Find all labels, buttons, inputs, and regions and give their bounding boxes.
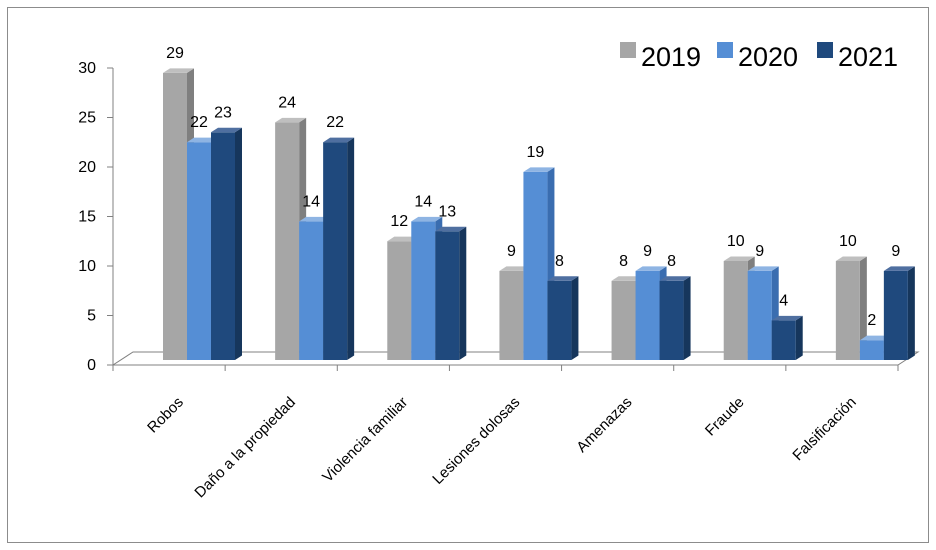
bar-top-2021 [771,315,803,321]
x-tick-label: Falsificación [789,394,859,464]
bar-2020 [859,340,884,360]
bar-2021 [211,132,235,360]
bar-top-2021 [883,266,915,271]
bar-2020 [299,221,324,360]
x-tick-label: Amenazas [573,394,635,456]
bar-top-2020 [747,266,779,271]
data-label: 14 [414,193,432,210]
legend-swatch-2021 [817,42,833,58]
bar-top-2021 [547,276,579,281]
bar-top-2019 [275,117,307,123]
data-label: 23 [214,104,232,121]
data-label: 8 [555,253,564,270]
bar-top-2020 [859,335,891,341]
y-tick-label: 0 [87,357,96,374]
bar-top-2019 [611,276,643,281]
bar-top-2019 [387,236,419,242]
bar-top-2021 [435,226,467,232]
bar-2020 [187,142,211,360]
bar-top-2020 [523,167,555,172]
bar-2019 [163,72,187,361]
x-tick-label: Fraude [702,394,748,440]
legend-label-2021: 2021 [838,42,898,72]
data-label: 24 [278,94,296,111]
data-label: 9 [507,243,516,260]
bar-2019 [387,241,412,360]
bar-side-2021 [907,266,915,360]
bar-side-2021 [795,315,803,360]
data-label: 10 [727,233,745,250]
bar-side-2021 [459,226,467,360]
y-tick-label: 25 [78,110,96,127]
x-tick-label: Lesiones dolosas [429,394,523,488]
bar-2019 [275,122,300,361]
y-tick-label: 20 [78,159,96,176]
legend-label-2020: 2020 [738,42,798,72]
legend-swatch-2020 [717,42,733,58]
data-label: 22 [190,114,208,131]
data-label: 13 [438,203,456,220]
data-label: 8 [619,253,628,270]
bar-side-2021 [683,276,691,360]
data-label: 4 [779,292,788,309]
bar-top-2019 [723,256,755,261]
bar-2019 [723,261,748,360]
data-label: 10 [839,233,857,250]
legend-swatch-2019 [620,42,636,58]
bar-2020 [411,221,436,360]
bar-2021 [771,320,796,360]
bar-top-2021 [659,276,691,281]
bar-top-2019 [835,256,867,261]
bar-2021 [883,270,908,360]
bar-2020 [747,270,772,360]
bar-top-2021 [323,137,355,143]
bar-2019 [611,280,636,360]
bar-top-2020 [299,216,331,222]
bar-2021 [435,231,460,360]
bar-2021 [547,280,572,360]
bar-2021 [659,280,684,360]
data-label: 8 [667,253,676,270]
bar-top-2020 [635,266,667,271]
data-label: 14 [302,193,320,210]
data-label: 29 [166,45,184,62]
bar-top-2020 [411,216,443,222]
bar-side-2021 [235,127,242,360]
bar-side-2021 [347,137,355,360]
bar-top-2020 [187,137,218,143]
bar-2019 [835,261,860,360]
x-tick-label: Robos [144,394,187,437]
bar-side-2019 [859,256,867,360]
bar-2020 [523,171,548,360]
bar-top-2019 [163,68,194,73]
x-tick-label: Violencia familiar [319,394,411,486]
x-tick-label: Daño a la propiedad [191,394,299,502]
data-label: 19 [527,144,545,161]
bar-2021 [323,142,348,360]
data-label: 9 [891,243,900,260]
bar-top-2021 [211,127,242,133]
bar-side-2021 [571,276,579,360]
bar-top-2019 [499,266,531,271]
y-tick-label: 5 [87,308,96,325]
data-label: 9 [643,243,652,260]
data-label: 12 [390,213,408,230]
y-tick-label: 30 [78,60,96,77]
data-label: 22 [326,114,344,131]
bar-2019 [499,270,524,360]
y-tick-label: 10 [78,258,96,275]
data-label: 2 [867,312,876,329]
bar-2020 [635,270,660,360]
y-tick-label: 15 [78,209,96,226]
legend-label-2019: 2019 [641,42,701,72]
data-label: 9 [755,243,764,260]
